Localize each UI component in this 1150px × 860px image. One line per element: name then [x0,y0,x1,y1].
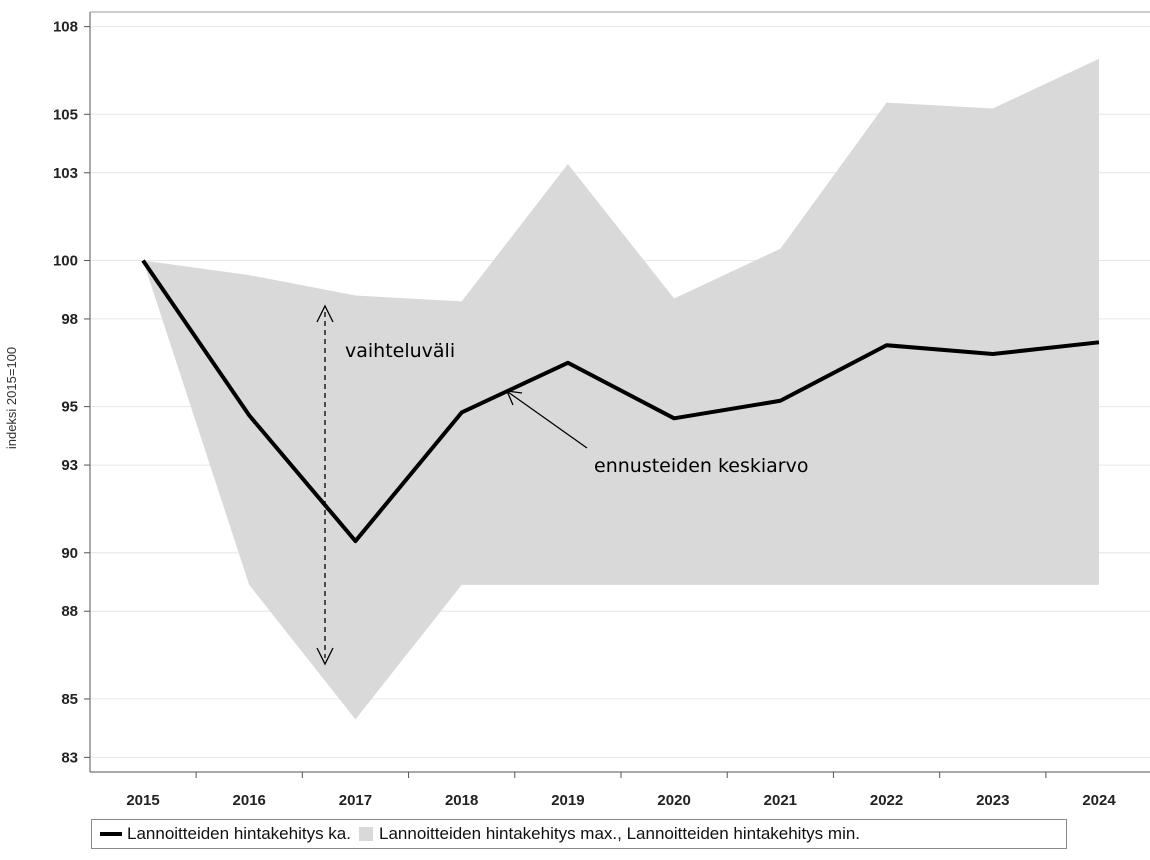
x-tick-label: 2023 [976,792,1009,809]
y-tick-label: 100 [53,252,78,269]
y-tick-label: 85 [61,691,78,708]
average-arrow [505,390,588,449]
x-tick-label: 2016 [233,792,266,809]
y-tick-label: 95 [61,399,78,416]
x-tick-label: 2021 [764,792,797,809]
y-tick-label: 90 [61,545,78,562]
legend-band-label: Lannoitteiden hintakehitys max., Lannoit… [379,824,861,843]
x-tick-label: 2022 [870,792,903,809]
x-tick-label: 2018 [445,792,478,809]
x-tick-label: 2020 [657,792,690,809]
x-tick-label: 2019 [551,792,584,809]
annotation-range: vaihteluväli [345,340,455,362]
x-tick-label: 2015 [126,792,159,809]
x-axis-ticks: 2015 2016 2017 2018 2019 2020 2021 2022 2023 2024 [126,772,1116,809]
annotation-average: ennusteiden keskiarvo [594,455,808,477]
x-tick-label: 2017 [339,792,372,809]
y-axis-ticks: 83 85 88 90 93 95 98 100 103 105 108 [53,19,90,766]
average-line [141,259,1100,544]
y-axis-label: indeksi 2015=100 [4,347,19,449]
legend: Lannoitteiden hintakehitys ka. Lannoitte… [91,819,1067,849]
y-tick-label: 108 [53,19,78,36]
y-tick-label: 93 [61,457,78,474]
y-tick-label: 103 [53,165,78,182]
y-tick-label: 83 [61,749,78,766]
legend-line-label: Lannoitteiden hintakehitys ka. [127,824,351,843]
x-tick-label: 2024 [1082,792,1116,809]
y-tick-label: 105 [53,106,78,123]
y-tick-label: 98 [61,311,78,328]
legend-line-swatch [100,832,122,836]
range-arrow [316,304,334,666]
y-tick-label: 88 [61,603,78,620]
legend-band-swatch [359,827,373,841]
